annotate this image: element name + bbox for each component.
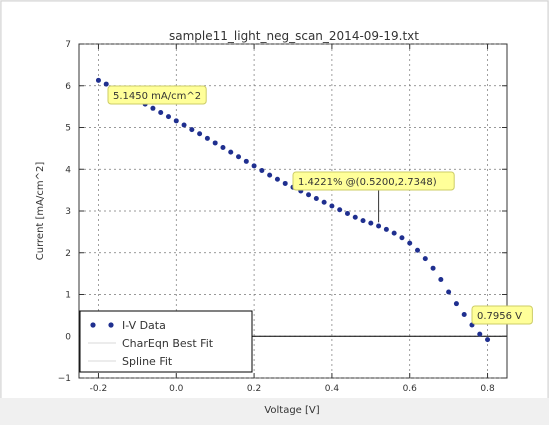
iv-data-point xyxy=(415,247,421,253)
iv-data-point xyxy=(376,223,382,229)
annotation-box xyxy=(471,305,533,325)
legend-label: CharEqn Best Fit xyxy=(122,337,214,350)
iv-data-point xyxy=(368,220,374,226)
iv-data-point xyxy=(189,127,195,133)
chart-title: sample11_light_neg_scan_2014-09-19.txt xyxy=(169,29,419,43)
iv-data-point xyxy=(446,289,452,295)
iv-data-point xyxy=(485,337,491,343)
iv-data-point xyxy=(407,240,413,246)
iv-data-point xyxy=(352,214,358,220)
iv-data-point xyxy=(282,180,288,186)
legend-marker xyxy=(90,322,96,328)
y-tick-label: 6 xyxy=(65,82,71,92)
iv-data-point xyxy=(259,168,265,174)
iv-data-point xyxy=(103,81,109,87)
series-layer xyxy=(95,77,491,343)
iv-data-point xyxy=(422,256,428,262)
annotation-box xyxy=(292,171,455,191)
iv-data-point xyxy=(267,172,273,178)
iv-data-point xyxy=(477,331,483,337)
x-tick-label: 0.4 xyxy=(325,384,340,394)
y-tick-label: 4 xyxy=(65,165,71,175)
iv-data-point xyxy=(329,203,335,209)
iv-data-point xyxy=(181,122,187,128)
annotation-box xyxy=(107,85,207,105)
x-tick-label: -0.2 xyxy=(90,384,108,394)
iv-data-point xyxy=(220,145,226,151)
iv-data-point xyxy=(344,211,350,217)
y-tick-label: 5 xyxy=(65,124,71,134)
y-tick-label: 7 xyxy=(65,40,71,50)
iv-data-point xyxy=(251,163,257,169)
iv-data-point xyxy=(243,158,249,164)
iv-data-point xyxy=(337,207,343,213)
iv-data-point xyxy=(95,77,101,83)
y-tick-label: 1 xyxy=(65,291,71,301)
y-axis-label: Current [mA/cm^2] xyxy=(35,162,46,261)
iv-data-point xyxy=(150,105,156,111)
legend-label: I-V Data xyxy=(122,319,166,332)
annotation-label: 1.4221% @(0.5200,2.7348) xyxy=(298,177,437,188)
x-tick-label: 0.8 xyxy=(480,384,495,394)
iv-data-point xyxy=(212,140,218,146)
y-tick-label: 3 xyxy=(65,207,71,217)
iv-data-point xyxy=(158,109,164,115)
legend: I-V Data CharEqn Best Fit Spline Fit xyxy=(79,310,253,373)
x-tick-label: 0.6 xyxy=(403,384,418,394)
y-tick-label: 0 xyxy=(65,332,71,342)
iv-data-point xyxy=(197,131,203,137)
iv-data-point xyxy=(453,301,459,307)
legend-label: Spline Fit xyxy=(122,355,173,368)
iv-data-point xyxy=(430,265,436,271)
y-tick-label: 2 xyxy=(65,249,71,259)
iv-data-point xyxy=(399,235,405,241)
iv-data-point xyxy=(391,230,397,236)
iv-data-point xyxy=(228,149,234,155)
annotations-layer: 5.1450 mA/cm^2 1.4221% @(0.5200,2.7348) 0.… xyxy=(107,85,533,325)
iv-data-point xyxy=(321,199,327,205)
iv-data-point xyxy=(313,195,319,201)
iv-data-point xyxy=(438,276,444,282)
x-tick-label: 0.0 xyxy=(169,384,184,394)
y-tick-label: −1 xyxy=(58,374,71,384)
iv-data-point xyxy=(383,226,389,232)
iv-data-point xyxy=(274,176,280,182)
iv-data-point xyxy=(236,154,242,160)
legend-marker xyxy=(108,322,114,328)
iv-data-point xyxy=(461,312,467,318)
annotation-label: 5.1450 mA/cm^2 xyxy=(113,91,201,102)
iv-data-point xyxy=(306,192,312,198)
iv-data-point xyxy=(173,118,179,124)
legend-frame xyxy=(79,310,253,373)
iv-data-point xyxy=(165,114,171,120)
iv-data-point xyxy=(204,135,210,141)
x-axis-label: Voltage [V] xyxy=(264,405,319,416)
x-tick-label: 0.2 xyxy=(247,384,261,394)
iv-data-point xyxy=(360,218,366,224)
annotation-label: 0.7956 V xyxy=(477,311,522,322)
